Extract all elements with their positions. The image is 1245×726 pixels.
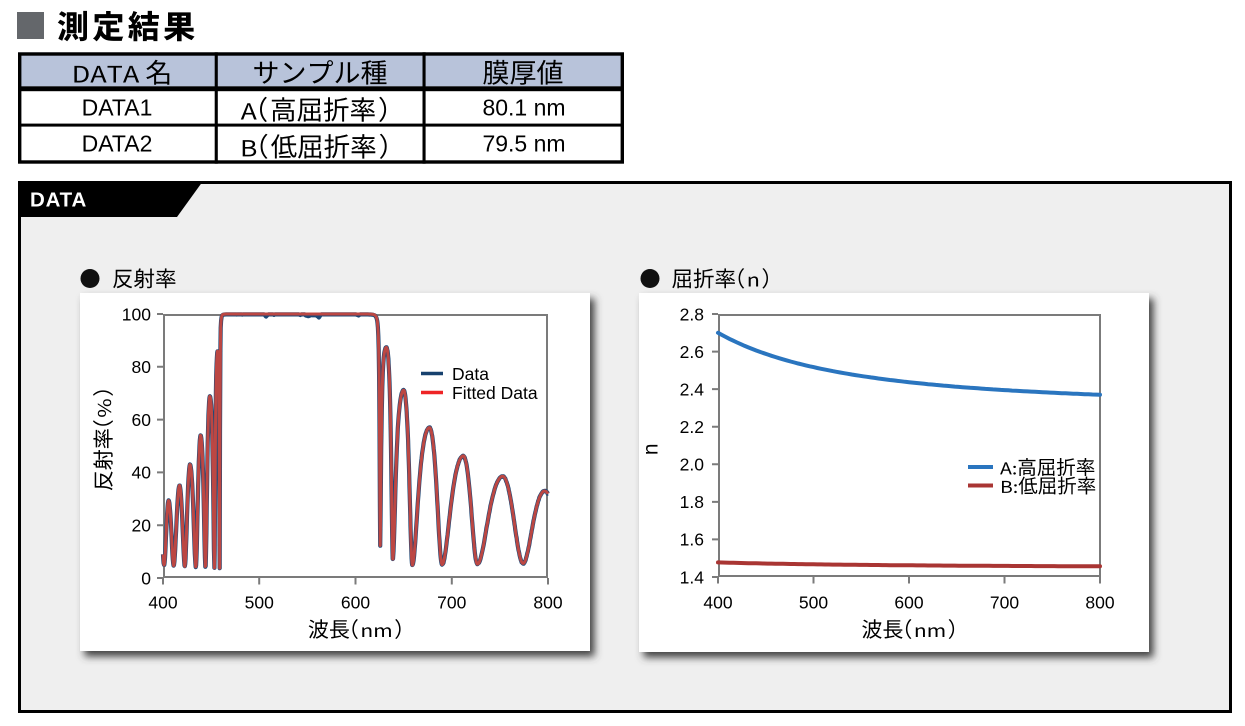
svg-text:2.0: 2.0 [680, 455, 705, 475]
svg-text:2.8: 2.8 [680, 304, 704, 324]
svg-text:DATA2: DATA2 [82, 131, 153, 157]
svg-text:Fitted Data: Fitted Data [452, 383, 538, 403]
svg-text:79.5 nm: 79.5 nm [482, 131, 565, 157]
svg-text:400: 400 [148, 593, 177, 613]
svg-text:2.2: 2.2 [680, 417, 704, 437]
svg-text:80.1 nm: 80.1 nm [482, 95, 565, 121]
svg-text:Data: Data [452, 364, 489, 384]
svg-text:800: 800 [533, 593, 562, 613]
svg-text:700: 700 [990, 593, 1019, 613]
svg-text:600: 600 [894, 593, 923, 613]
svg-text:100: 100 [122, 304, 151, 324]
svg-text:DATA: DATA [30, 189, 87, 212]
svg-text:500: 500 [799, 593, 828, 613]
svg-text:800: 800 [1085, 593, 1114, 613]
svg-text:1.6: 1.6 [680, 530, 704, 550]
svg-text:DATA1: DATA1 [82, 95, 153, 121]
svg-text:1.4: 1.4 [680, 567, 705, 587]
svg-text:n: n [640, 443, 663, 455]
svg-text:20: 20 [132, 516, 152, 536]
svg-text:60: 60 [132, 410, 152, 430]
svg-text:80: 80 [132, 357, 152, 377]
svg-text:600: 600 [341, 593, 370, 613]
svg-text:400: 400 [703, 593, 732, 613]
svg-text:2.4: 2.4 [680, 379, 705, 399]
svg-text:1.8: 1.8 [680, 492, 704, 512]
svg-text:500: 500 [245, 593, 274, 613]
svg-text:2.6: 2.6 [680, 342, 704, 362]
svg-text:40: 40 [132, 463, 152, 483]
svg-text:0: 0 [141, 568, 151, 588]
svg-text:700: 700 [437, 593, 466, 613]
